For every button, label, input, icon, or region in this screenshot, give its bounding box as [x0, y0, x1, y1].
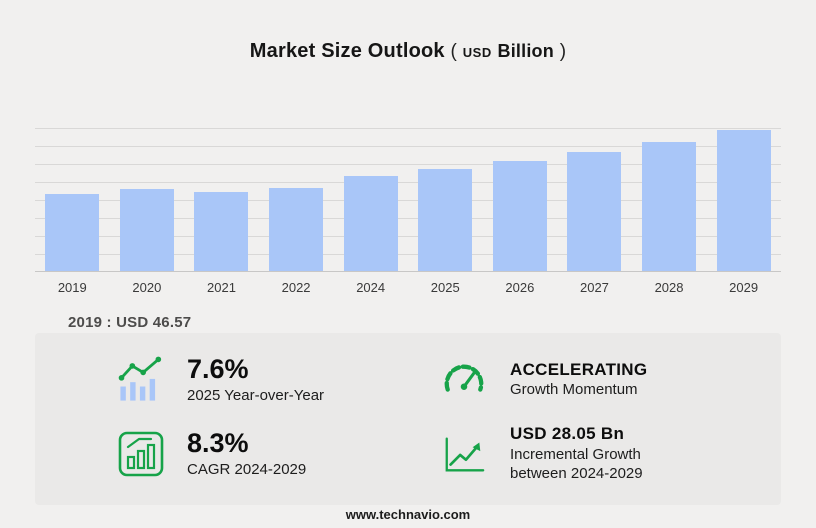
website-url: www.technavio.com: [345, 507, 471, 522]
x-axis-label-2021: 2021: [207, 280, 236, 295]
bar-2027: [567, 151, 622, 271]
title-unit-word: Billion: [497, 41, 554, 61]
stat-momentum: ACCELERATING Growth Momentum: [438, 343, 751, 417]
bar-slot: [259, 128, 334, 271]
bar-2020: [119, 188, 174, 271]
stat-label-momentum: Growth Momentum: [510, 381, 638, 399]
stat-label-cagr: CAGR 2024-2029: [187, 461, 307, 479]
bar-2021: [194, 191, 249, 271]
x-axis-label-2020: 2020: [132, 280, 162, 295]
x-axis-label-2025: 2025: [430, 280, 460, 295]
bar-slot: [184, 128, 259, 271]
stat-value-yoy: 7.6%: [187, 354, 249, 385]
x-axis-label-2026: 2026: [505, 280, 535, 295]
bar-2025: [418, 169, 473, 271]
base-year-value: 2019 : USD 46.57: [68, 314, 192, 331]
stat-value-incremental: USD 28.05 Bn: [510, 424, 625, 444]
title-main: Market Size Outlook: [249, 40, 445, 62]
bar-2028: [642, 141, 697, 271]
bar-2019: [45, 193, 100, 271]
bar-2029: [716, 129, 771, 271]
bar-slot: [408, 128, 483, 271]
x-axis-label-2027: 2027: [579, 280, 609, 295]
stat-incremental: USD 28.05 Bn Incremental Growth between …: [438, 417, 751, 491]
growth-bars-icon: [115, 428, 167, 480]
bar-2022: [269, 187, 324, 271]
stat-label-incremental: Incremental Growth between 2024-2029: [510, 446, 643, 482]
title-unit-close: ): [559, 41, 567, 62]
bar-2026: [492, 160, 547, 271]
stat-value-cagr: 8.3%: [187, 428, 249, 459]
page-title: Market Size Outlook ( USD Billion ): [0, 40, 816, 63]
bar-chart: 2019 2020 2021 2022 2024 2025 2026 2027 2028 2029: [35, 128, 781, 295]
title-unit: ( USD Billion ): [451, 40, 567, 62]
stat-label-yoy: 2025 Year-over-Year: [187, 387, 325, 405]
bar-slot: [557, 128, 632, 271]
x-axis-label-2028: 2028: [654, 280, 684, 295]
stat-cagr: 8.3% CAGR 2024-2029: [115, 417, 428, 491]
x-axis-label-2024: 2024: [356, 280, 386, 295]
stat-yoy: 7.6% 2025 Year-over-Year: [115, 343, 428, 417]
stat-value-momentum: ACCELERATING: [510, 359, 648, 379]
x-axis-labels: 2019 2020 2021 2022 2024 2025 2026 2027 2028 2029: [35, 280, 781, 295]
speedometer-icon: [438, 354, 490, 406]
bar-trend-icon: [115, 354, 167, 406]
bar-slot: [632, 128, 707, 271]
bar-slot: [110, 128, 185, 271]
bar-slot: [333, 128, 408, 271]
stats-panel: 7.6% 2025 Year-over-Year ACCELERATING Gr…: [35, 333, 781, 505]
x-axis-label-2029: 2029: [729, 280, 759, 295]
title-unit-currency: USD: [462, 45, 492, 60]
bar-2024: [343, 176, 398, 271]
bar-slot: [35, 128, 110, 271]
x-axis-label-2022: 2022: [281, 280, 311, 295]
line-chart-icon: [438, 428, 490, 480]
bar-slot: [706, 128, 781, 271]
x-axis-label-2019: 2019: [57, 280, 87, 295]
bar-slot: [483, 128, 558, 271]
title-unit-open: (: [450, 41, 458, 62]
plot-area: [35, 128, 781, 272]
